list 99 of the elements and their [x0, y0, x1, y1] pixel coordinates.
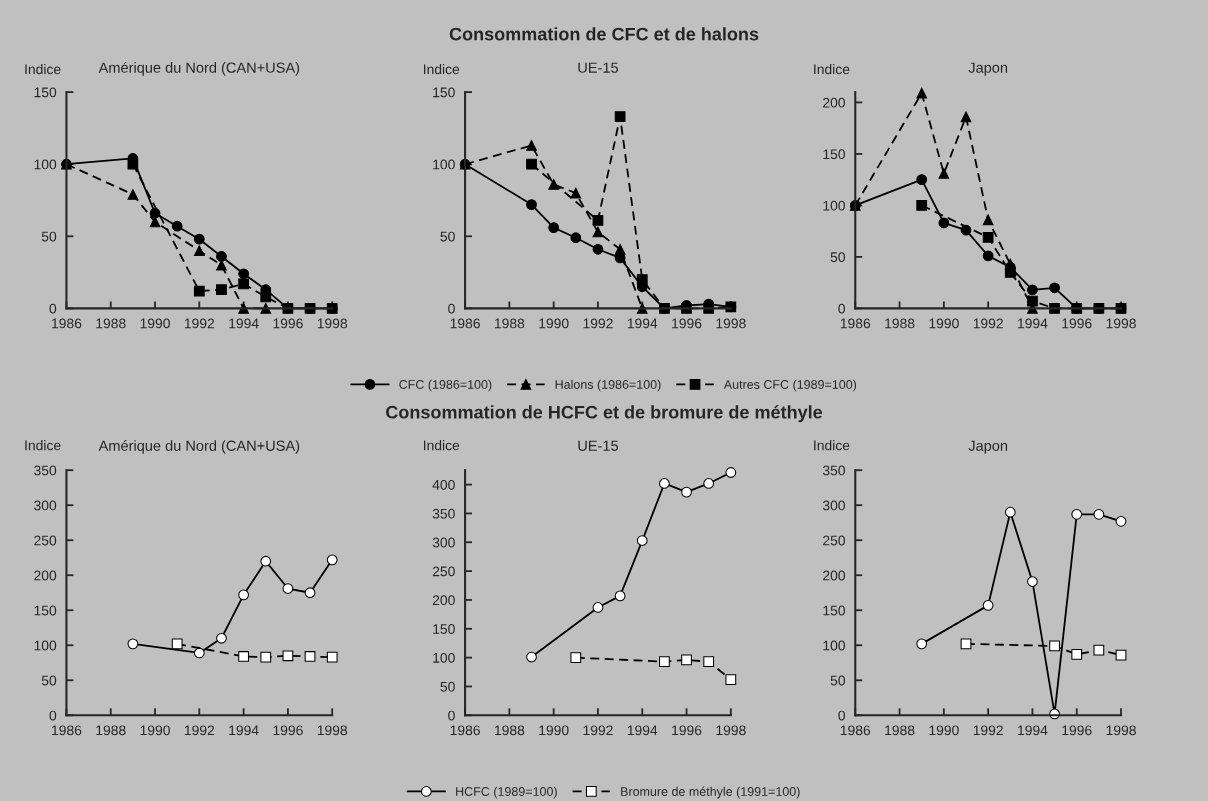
x-tick-label: 1986: [52, 318, 82, 329]
y-tick-label: 150: [34, 605, 57, 616]
y-tick-label: 50: [41, 675, 57, 686]
y-tick-label: 50: [440, 231, 455, 242]
x-tick-label: 1998: [1106, 318, 1136, 329]
x-tick-label: 1988: [494, 318, 525, 329]
x-tick-label: 1990: [539, 725, 569, 736]
x-tick-label: 1992: [973, 725, 1003, 736]
chart-title: Amérique du Nord (CAN+USA): [98, 61, 300, 76]
x-tick-label: 1992: [184, 725, 215, 736]
y-axis-title: Indice: [423, 64, 460, 75]
y-tick-label: 200: [34, 570, 57, 581]
y-tick-label: 50: [830, 252, 845, 263]
x-tick-label: 1990: [140, 725, 170, 736]
x-tick-label: 1986: [840, 318, 871, 329]
x-tick-label: 1994: [229, 318, 259, 329]
y-tick-label: 150: [823, 149, 845, 160]
y-tick-label: 100: [34, 159, 57, 170]
x-tick-label: 1990: [140, 318, 170, 329]
text: Consommation de CFC et de halons: [449, 27, 759, 41]
legend-label: HCFC (1989=100): [456, 786, 557, 799]
x-tick-label: 1994: [627, 318, 658, 329]
x-tick-label: 1998: [317, 318, 348, 329]
x-tick-label: 1996: [672, 318, 702, 329]
y-tick-label: 300: [34, 500, 57, 511]
x-tick-label: 1986: [52, 725, 82, 736]
y-tick-label: 200: [823, 570, 845, 581]
x-tick-label: 1996: [1062, 725, 1092, 736]
y-tick-label: 250: [432, 566, 455, 577]
y-tick-label: 150: [823, 605, 845, 616]
y-tick-label: 250: [823, 535, 845, 546]
x-tick-label: 1998: [716, 318, 746, 329]
x-tick-label: 1990: [929, 318, 959, 329]
y-tick-label: 50: [440, 681, 455, 692]
y-tick-label: 350: [432, 508, 455, 519]
y-tick-label: 0: [838, 710, 845, 721]
y-tick-label: 200: [432, 595, 455, 606]
y-tick-label: 300: [822, 500, 845, 511]
x-tick-label: 1988: [96, 725, 126, 736]
chart-title: Japon: [968, 62, 1008, 76]
x-tick-label: 1992: [973, 318, 1003, 329]
chart-title: Japon: [968, 440, 1008, 454]
x-tick-label: 1986: [450, 318, 480, 329]
y-tick-label: 200: [823, 97, 845, 108]
legend-label: Autres CFC (1989=100): [723, 379, 857, 392]
x-tick-label: 1998: [317, 725, 348, 736]
y-tick-label: 0: [448, 303, 455, 314]
x-tick-label: 1988: [494, 725, 525, 736]
y-axis-title: Indice: [814, 440, 850, 451]
y-tick-label: 100: [433, 159, 455, 170]
y-tick-label: 350: [822, 465, 845, 476]
y-tick-label: 250: [34, 535, 57, 546]
y-tick-label: 350: [34, 465, 57, 476]
y-tick-label: 0: [49, 303, 57, 314]
x-tick-label: 1992: [583, 725, 613, 736]
x-tick-label: 1992: [583, 318, 613, 329]
y-tick-label: 100: [433, 652, 455, 663]
x-tick-label: 1986: [840, 725, 871, 736]
y-tick-label: 100: [823, 200, 845, 211]
x-tick-label: 1988: [96, 318, 126, 329]
legend-label: Bromure de méthyle (1991=100): [621, 786, 800, 799]
y-tick-label: 0: [49, 710, 57, 721]
text: Consommation de HCFC et de bromure de méthyle: [386, 405, 823, 423]
y-axis-title: Indice: [25, 440, 61, 451]
y-axis-title: Indice: [25, 64, 61, 75]
x-tick-label: 1992: [184, 318, 215, 329]
y-tick-label: 50: [41, 231, 57, 242]
y-tick-label: 150: [433, 624, 455, 634]
x-tick-label: 1996: [273, 725, 303, 736]
chart-title: Amérique du Nord (CAN+USA): [98, 440, 300, 454]
x-tick-label: 1996: [1062, 318, 1092, 329]
legend-label: Halons (1986=100): [555, 379, 661, 392]
y-tick-label: 300: [432, 537, 455, 548]
x-tick-label: 1998: [716, 725, 746, 736]
x-tick-label: 1986: [450, 725, 480, 736]
legend-label: CFC (1986=100): [399, 379, 492, 392]
x-tick-label: 1994: [229, 725, 259, 736]
y-tick-label: 150: [34, 87, 57, 98]
x-tick-label: 1990: [929, 725, 959, 736]
x-tick-label: 1988: [885, 725, 915, 736]
x-tick-label: 1990: [539, 318, 569, 329]
x-tick-label: 1998: [1106, 725, 1136, 736]
y-tick-label: 0: [448, 710, 455, 721]
y-tick-label: 0: [838, 303, 845, 314]
y-tick-label: 400: [432, 479, 455, 490]
y-tick-label: 150: [433, 87, 455, 98]
x-tick-label: 1996: [672, 725, 702, 736]
x-tick-label: 1996: [273, 318, 303, 329]
chart-title: UE-15: [578, 440, 619, 451]
x-tick-label: 1994: [1018, 318, 1048, 329]
y-tick-label: 100: [823, 640, 845, 651]
x-tick-label: 1994: [627, 725, 658, 736]
y-axis-title: Indice: [423, 440, 460, 451]
y-axis-title: Indice: [814, 64, 850, 75]
y-tick-label: 100: [34, 640, 57, 651]
x-tick-label: 1994: [1018, 725, 1048, 736]
chart-title: UE-15: [578, 62, 619, 73]
x-tick-label: 1988: [885, 318, 915, 329]
y-tick-label: 50: [830, 675, 845, 686]
